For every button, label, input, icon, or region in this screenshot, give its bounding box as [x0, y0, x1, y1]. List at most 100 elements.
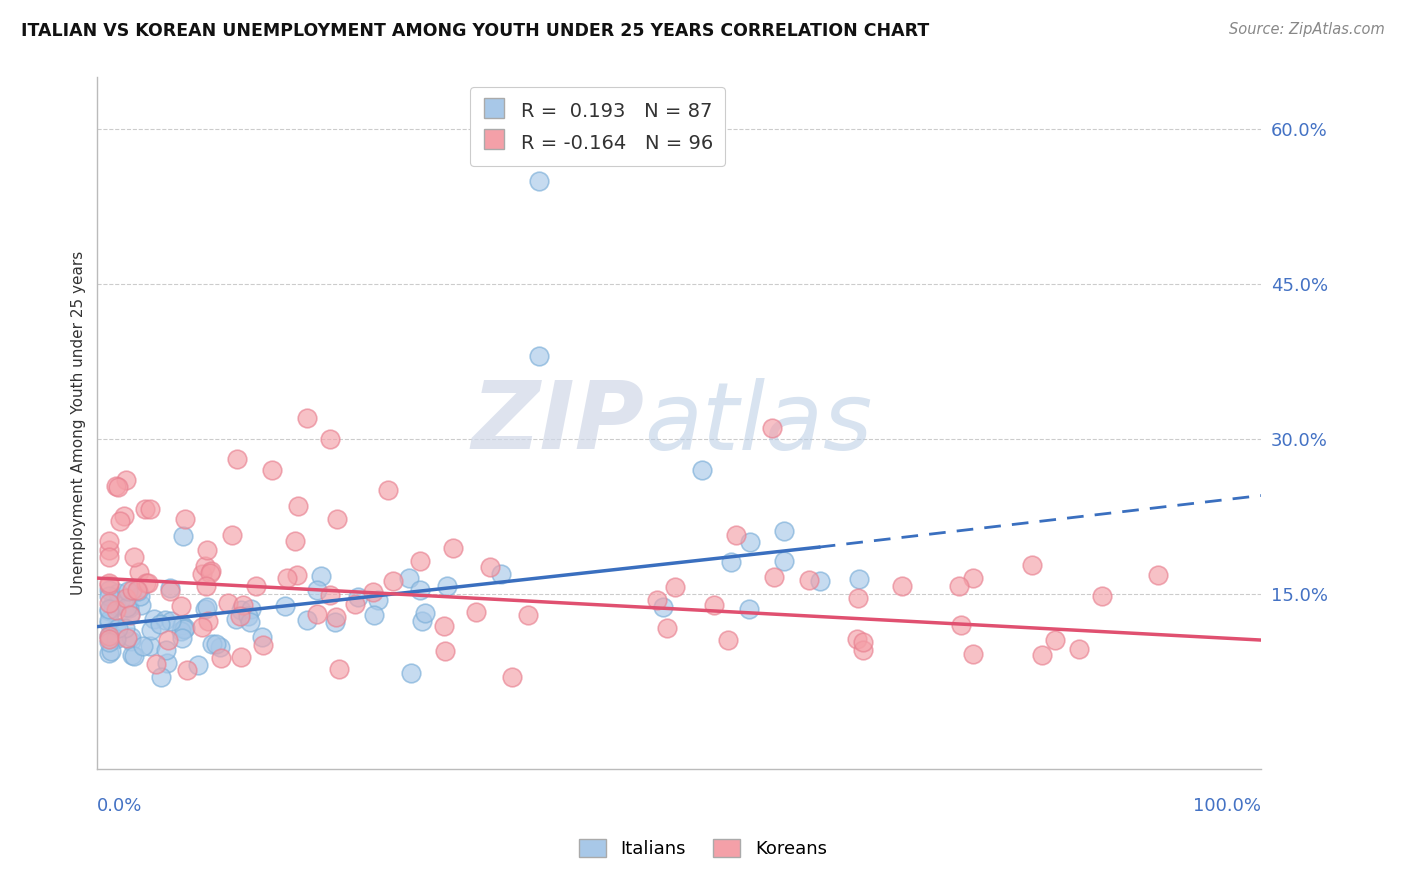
Point — [98, 533, 121, 548]
Point — [129, 598, 152, 612]
Point — [172, 529, 194, 543]
Point — [217, 596, 239, 610]
Point — [250, 630, 273, 644]
Point — [197, 614, 219, 628]
Point — [891, 579, 914, 593]
Point — [664, 581, 686, 595]
Point — [115, 473, 138, 487]
Point — [1091, 589, 1114, 603]
Point — [323, 615, 346, 629]
Legend: Italians, Koreans: Italians, Koreans — [572, 831, 834, 865]
Point — [411, 614, 433, 628]
Point — [122, 649, 145, 664]
Point — [187, 657, 209, 672]
Point — [98, 596, 121, 610]
Point — [692, 463, 714, 477]
Point — [273, 599, 295, 613]
Point — [221, 528, 243, 542]
Point — [98, 632, 121, 646]
Point — [772, 554, 794, 568]
Point — [122, 549, 145, 564]
Point — [1043, 632, 1066, 647]
Point — [170, 599, 193, 613]
Point — [229, 603, 252, 617]
Point — [408, 554, 430, 568]
Point — [98, 542, 121, 557]
Point — [121, 583, 143, 598]
Point — [173, 623, 195, 637]
Point — [98, 589, 121, 603]
Point — [121, 648, 143, 662]
Point — [104, 478, 127, 492]
Point — [1021, 558, 1043, 572]
Point — [98, 646, 121, 660]
Point — [191, 620, 214, 634]
Point — [703, 598, 725, 612]
Point — [201, 637, 224, 651]
Point — [149, 617, 172, 632]
Point — [381, 574, 404, 588]
Point — [846, 591, 869, 605]
Point — [852, 635, 875, 649]
Point — [198, 566, 221, 581]
Point — [127, 582, 149, 597]
Point — [98, 604, 121, 618]
Point — [135, 576, 157, 591]
Point — [115, 600, 138, 615]
Point — [195, 542, 218, 557]
Point — [344, 597, 367, 611]
Point — [114, 591, 136, 605]
Point — [413, 606, 436, 620]
Point — [136, 575, 159, 590]
Point — [138, 501, 160, 516]
Point — [112, 508, 135, 523]
Point — [134, 502, 156, 516]
Point — [98, 602, 121, 616]
Point — [155, 643, 177, 657]
Point — [98, 629, 121, 643]
Point — [295, 613, 318, 627]
Point — [105, 598, 128, 612]
Point — [501, 670, 523, 684]
Point — [117, 584, 139, 599]
Point — [108, 594, 131, 608]
Text: atlas: atlas — [644, 378, 873, 469]
Point — [1031, 648, 1053, 663]
Point — [761, 421, 783, 435]
Point — [194, 579, 217, 593]
Point — [98, 613, 121, 627]
Point — [325, 610, 347, 624]
Point — [104, 603, 127, 617]
Point — [141, 623, 163, 637]
Point — [128, 590, 150, 604]
Point — [657, 621, 679, 635]
Point — [172, 618, 194, 632]
Point — [98, 583, 121, 598]
Point — [252, 638, 274, 652]
Point — [808, 574, 831, 589]
Point — [307, 607, 329, 621]
Point — [1146, 568, 1168, 582]
Point — [738, 602, 761, 616]
Point — [319, 589, 342, 603]
Point — [100, 644, 122, 658]
Point — [773, 524, 796, 538]
Point — [159, 581, 181, 595]
Point — [489, 566, 512, 581]
Point — [845, 632, 868, 647]
Point — [226, 452, 249, 467]
Point — [652, 600, 675, 615]
Point — [309, 568, 332, 582]
Point — [100, 632, 122, 647]
Point — [98, 578, 121, 592]
Point — [239, 615, 262, 629]
Point — [174, 512, 197, 526]
Point — [101, 596, 124, 610]
Point — [229, 608, 252, 623]
Point — [229, 649, 252, 664]
Point — [799, 573, 821, 587]
Point — [98, 629, 121, 643]
Text: ZIP: ZIP — [471, 377, 644, 469]
Point — [132, 639, 155, 653]
Point — [143, 611, 166, 625]
